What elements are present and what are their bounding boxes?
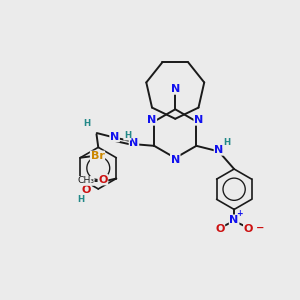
- Text: N: N: [147, 115, 156, 125]
- Text: O: O: [215, 224, 224, 234]
- Text: N: N: [110, 132, 119, 142]
- Text: O: O: [244, 224, 253, 234]
- Text: CH₃: CH₃: [77, 176, 94, 185]
- Text: N: N: [230, 215, 239, 225]
- Text: O: O: [82, 185, 91, 195]
- Text: N: N: [171, 154, 180, 164]
- Text: N: N: [214, 145, 224, 155]
- Text: −: −: [256, 223, 265, 232]
- Text: N: N: [171, 84, 180, 94]
- Text: H: H: [77, 194, 84, 203]
- Text: Br: Br: [91, 151, 104, 161]
- Text: H: H: [83, 119, 90, 128]
- Text: +: +: [236, 209, 243, 218]
- Text: H: H: [124, 131, 131, 140]
- Text: O: O: [98, 175, 108, 185]
- Text: N: N: [129, 138, 139, 148]
- Text: N: N: [194, 115, 203, 125]
- Text: H: H: [223, 138, 230, 147]
